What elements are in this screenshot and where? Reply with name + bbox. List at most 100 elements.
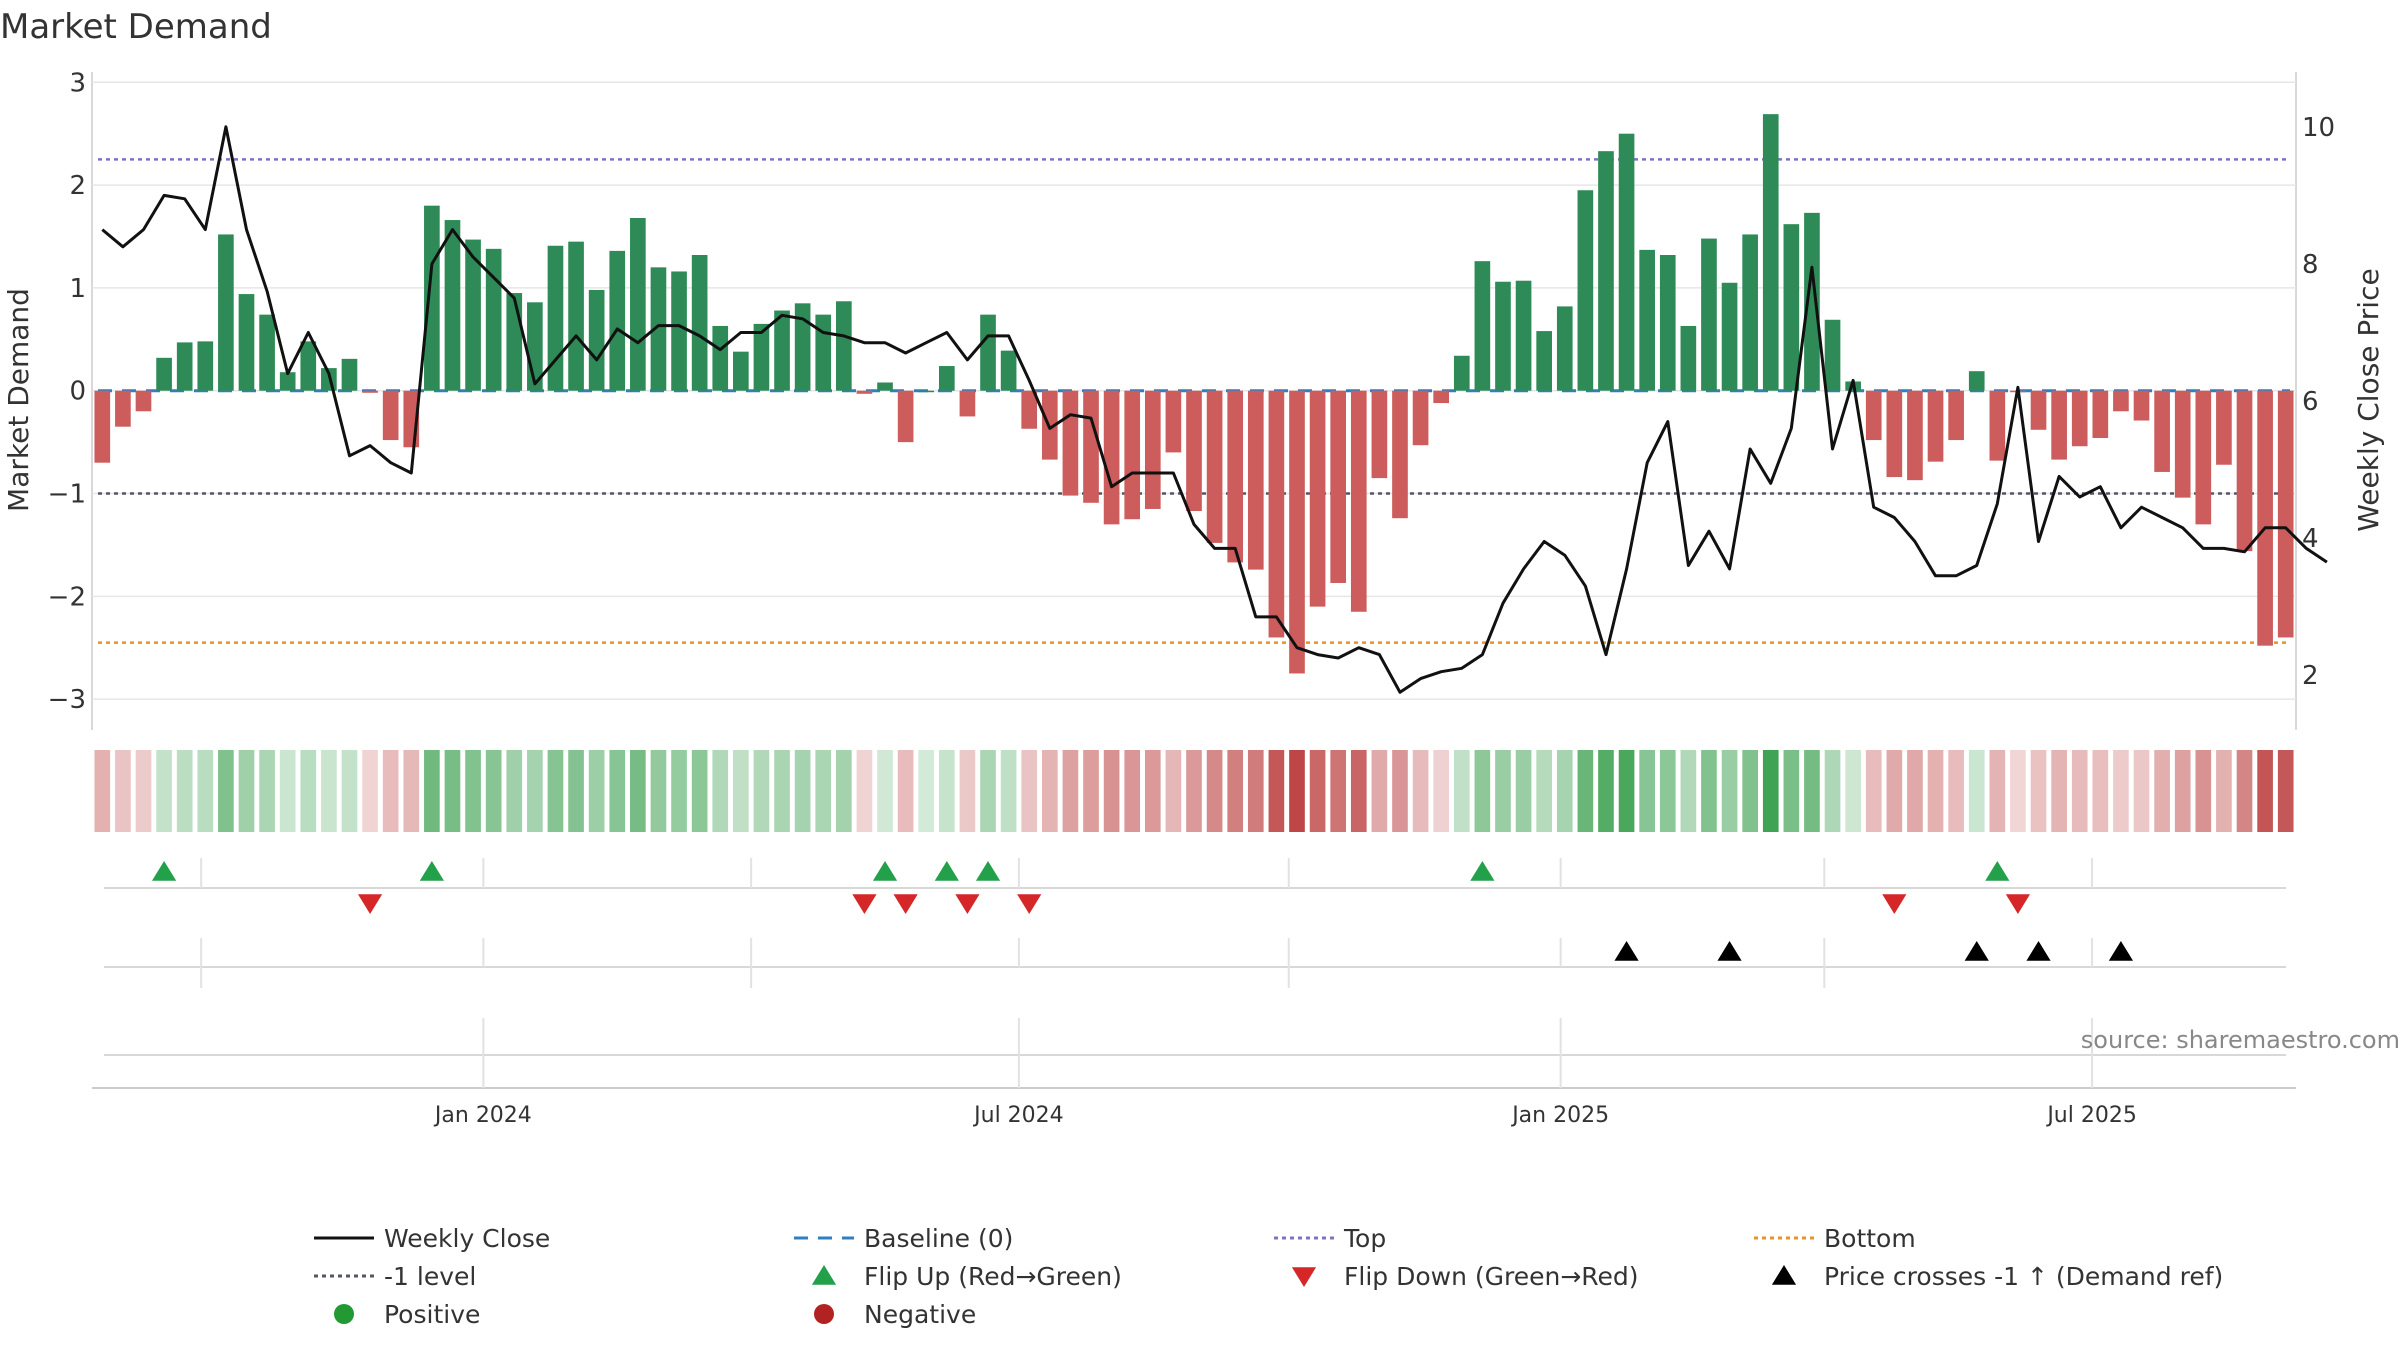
heat-cell [1227, 750, 1244, 832]
heat-cell [1804, 750, 1820, 832]
heat-cell [2277, 750, 2294, 832]
heat-cell [1330, 750, 1347, 832]
positive-bar [1474, 261, 1491, 391]
heat-cell [588, 750, 605, 832]
heat-cell [733, 750, 749, 832]
negative-bar [2030, 390, 2047, 430]
heat-cell [1948, 750, 1964, 832]
heat-cell [1433, 750, 1450, 832]
heat-cell [485, 750, 502, 832]
heat-cell [691, 750, 708, 832]
heat-cell [1659, 750, 1676, 832]
negative-bar [1144, 390, 1161, 509]
positive-bar [650, 267, 667, 391]
heat-cell [2257, 750, 2273, 832]
heat-cell [650, 750, 667, 832]
negative-bar [1412, 390, 1429, 446]
heat-cell [1907, 750, 1923, 832]
flip-up-marker [934, 861, 959, 881]
heat-cell [1350, 750, 1367, 832]
flip-down-marker [955, 894, 980, 914]
positive-bar [238, 294, 255, 391]
legend-item: Weekly Close [314, 1224, 550, 1253]
heat-cell [1021, 750, 1038, 832]
heat-cell [938, 750, 955, 832]
negative-bar [959, 390, 976, 417]
heat-cell [1927, 750, 1944, 832]
positive-bar [1742, 234, 1758, 391]
heat-cell [1968, 750, 1985, 832]
negative-bar [1433, 390, 1450, 404]
legend-circle-swatch [334, 1304, 354, 1324]
heat-cell [1453, 750, 1470, 832]
heat-cell [2174, 750, 2191, 832]
heat-cell [1762, 750, 1779, 832]
legend-label: Flip Down (Green→Red) [1344, 1262, 1639, 1291]
positive-bar [300, 341, 317, 391]
right-tick-label: 4 [2302, 524, 2319, 554]
heat-cell [774, 750, 790, 832]
heat-cell [1144, 750, 1161, 832]
positive-bar [588, 289, 605, 391]
event-tracks [92, 887, 2296, 1089]
negative-bar [1350, 390, 1367, 612]
positive-bar [1556, 306, 1573, 391]
left-tick-label: 1 [69, 274, 86, 304]
negative-bar [1268, 390, 1285, 638]
positive-bar [1783, 224, 1800, 391]
flip-down-marker [357, 894, 383, 914]
heat-cell [794, 750, 811, 832]
positive-bar [341, 358, 358, 391]
flip-down-marker [1882, 894, 1907, 914]
right-tick-label: 8 [2302, 250, 2319, 280]
positive-bar [1639, 249, 1655, 391]
negative-bar [2154, 390, 2170, 472]
flip-up-marker [151, 861, 177, 881]
right-tick-label: 10 [2302, 113, 2335, 143]
negative-bar [1886, 390, 1903, 478]
heat-cell [465, 750, 481, 832]
price-cross-marker [1964, 941, 1989, 961]
flip-up-marker [872, 861, 898, 881]
negative-bar [94, 390, 111, 463]
price-cross-marker [1717, 941, 1742, 961]
heat-cell [362, 750, 378, 832]
heat-cell [197, 750, 214, 832]
right-tick-label: 2 [2302, 661, 2319, 691]
heat-cell [1515, 750, 1532, 832]
negative-bar [1289, 390, 1305, 674]
legend-label: Weekly Close [384, 1224, 550, 1253]
heat-cell [1186, 750, 1202, 832]
negative-bar [1227, 390, 1244, 563]
negative-bar [115, 390, 131, 427]
heat-cell [753, 750, 770, 832]
heat-cell [2092, 750, 2109, 832]
heat-cell [1989, 750, 2006, 832]
legend-label: Positive [384, 1300, 480, 1329]
left-axis-label: Market Demand [2, 288, 35, 512]
positive-bar [980, 314, 996, 391]
demand-heat-strip [94, 750, 2294, 832]
heat-cell [1103, 750, 1120, 832]
negative-bar [2277, 390, 2294, 638]
heat-cell [2236, 750, 2253, 832]
heat-cell [1845, 750, 1861, 832]
legend-label: Baseline (0) [864, 1224, 1013, 1253]
heat-cell [547, 750, 564, 832]
heat-cell [403, 750, 420, 832]
positive-bar [176, 342, 193, 391]
legend-item: Bottom [1754, 1224, 1916, 1253]
positive-bar [1000, 350, 1017, 391]
heat-cell [176, 750, 193, 832]
flip-up-marker [1985, 861, 2010, 881]
positive-bar [836, 301, 852, 391]
left-tick-label: −3 [48, 685, 86, 715]
negative-bar [2174, 390, 2191, 498]
weekly-close-line [101, 125, 2328, 694]
positive-bar [1680, 325, 1697, 391]
negative-bar [1186, 390, 1202, 512]
heat-cell [1577, 750, 1594, 832]
heat-cell [2030, 750, 2047, 832]
legend-label: Bottom [1824, 1224, 1916, 1253]
legend-label: Negative [864, 1300, 976, 1329]
